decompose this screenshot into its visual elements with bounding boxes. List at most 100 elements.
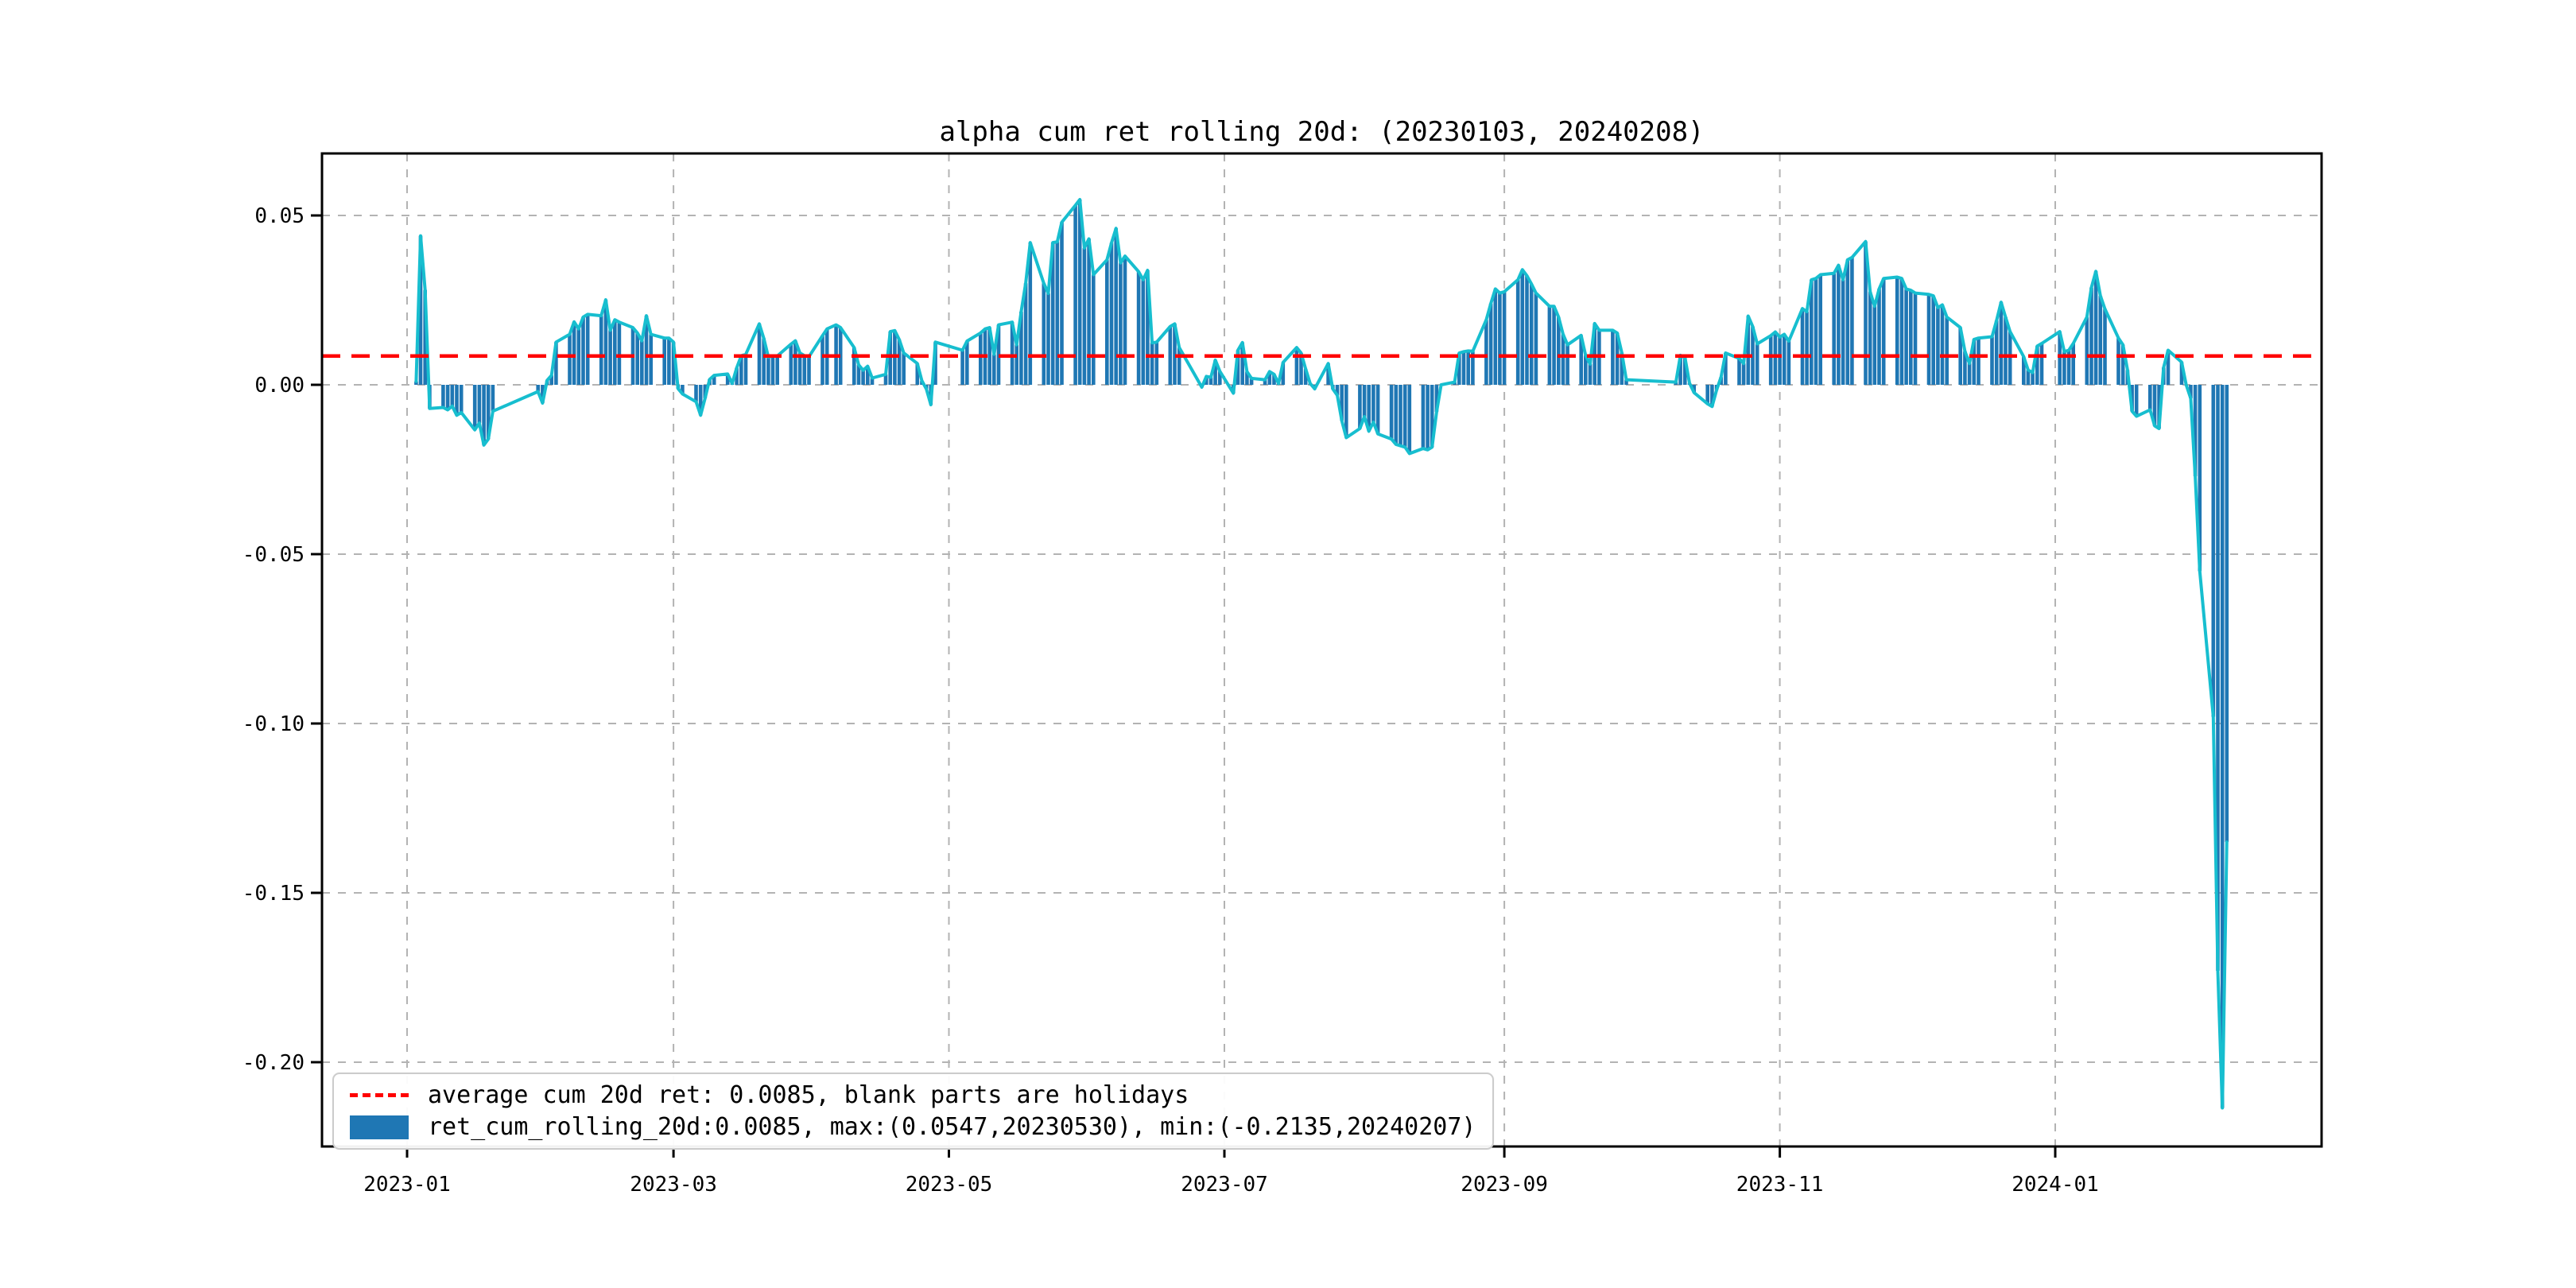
bar xyxy=(2103,308,2107,385)
bar xyxy=(712,375,716,385)
bar xyxy=(1737,358,1741,385)
bar xyxy=(1426,385,1430,450)
bar xyxy=(1461,351,1466,385)
bar xyxy=(1584,355,1588,385)
bar xyxy=(965,341,969,385)
bar xyxy=(541,385,545,403)
bar xyxy=(770,355,775,385)
bar xyxy=(635,332,639,385)
bar xyxy=(2189,385,2193,398)
bar xyxy=(1340,385,1344,421)
bar xyxy=(1864,241,1868,385)
bar xyxy=(1958,328,1962,385)
bar xyxy=(455,385,459,416)
bar xyxy=(2225,385,2229,843)
bar xyxy=(897,339,902,385)
bar xyxy=(1746,316,1751,385)
x-tick-label: 2023-09 xyxy=(1461,1173,1548,1197)
bar xyxy=(1055,242,1060,385)
bar xyxy=(603,300,608,385)
bar xyxy=(1267,371,1272,385)
bar xyxy=(1881,278,1886,385)
bar xyxy=(2058,332,2062,385)
bar xyxy=(2120,344,2125,385)
bar xyxy=(581,316,585,385)
bar xyxy=(554,342,558,385)
bar xyxy=(1837,265,1841,385)
bar xyxy=(1213,359,1217,385)
y-tick-label: -0.05 xyxy=(242,543,305,567)
bar xyxy=(1073,205,1077,385)
bar xyxy=(1407,385,1412,454)
bar xyxy=(789,343,793,385)
chart-title: alpha cum ret rolling 20d: (20230103, 20… xyxy=(939,116,1705,148)
bar xyxy=(793,340,797,385)
bar xyxy=(1488,303,1493,385)
bar xyxy=(1173,324,1177,385)
bar xyxy=(2039,343,2044,385)
bar xyxy=(644,316,649,385)
bar xyxy=(1493,289,1498,385)
bar xyxy=(2157,385,2161,429)
bar xyxy=(1023,283,1028,385)
bar xyxy=(2098,296,2103,385)
bar xyxy=(1832,273,1836,385)
bar xyxy=(1236,350,1240,385)
bar xyxy=(2089,287,2093,385)
bar xyxy=(1972,339,1977,385)
bar xyxy=(866,366,870,385)
bar xyxy=(671,342,676,385)
bar xyxy=(459,385,464,413)
bar xyxy=(667,338,671,385)
bar xyxy=(1904,289,1908,385)
x-tick-label: 2023-05 xyxy=(906,1173,993,1197)
bar xyxy=(1082,247,1087,385)
bar xyxy=(1466,351,1470,385)
bar xyxy=(1050,242,1055,385)
bar xyxy=(1471,351,1475,385)
bar xyxy=(1913,293,1918,385)
bar xyxy=(2220,385,2225,1108)
bar xyxy=(472,385,477,430)
bar xyxy=(2134,385,2139,417)
bar xyxy=(802,355,807,385)
bar xyxy=(743,354,748,385)
bar xyxy=(1529,284,1534,385)
bar xyxy=(2066,350,2071,385)
bar xyxy=(1561,334,1565,385)
bar xyxy=(1751,326,1755,385)
bar xyxy=(445,385,450,410)
bar xyxy=(1814,278,1818,385)
bar xyxy=(1579,335,1583,385)
bar xyxy=(613,320,617,385)
bar xyxy=(1105,259,1109,385)
bar xyxy=(1010,322,1014,385)
bar xyxy=(414,381,418,385)
bar xyxy=(1141,279,1146,385)
bar xyxy=(1484,320,1488,385)
bar xyxy=(1109,242,1114,385)
bar xyxy=(1926,294,1931,385)
bar xyxy=(1895,277,1899,385)
bar xyxy=(2211,385,2216,717)
bar xyxy=(1683,357,1687,385)
bar xyxy=(1389,385,1394,440)
bar xyxy=(1931,296,1935,385)
bar xyxy=(1092,274,1096,385)
bar xyxy=(1344,385,1348,438)
bar xyxy=(1457,353,1461,385)
bar xyxy=(1557,316,1561,385)
bar xyxy=(423,289,427,385)
bar xyxy=(1042,283,1046,385)
bar xyxy=(1818,274,1822,385)
bar xyxy=(870,378,875,385)
bar xyxy=(572,321,576,385)
bar xyxy=(1014,344,1018,385)
bar xyxy=(725,374,730,385)
bar xyxy=(2152,385,2157,426)
bar xyxy=(797,353,802,385)
bar xyxy=(1872,306,1877,385)
bar xyxy=(2035,346,2039,385)
bar xyxy=(1990,336,1994,385)
y-tick-label: -0.10 xyxy=(242,712,305,736)
